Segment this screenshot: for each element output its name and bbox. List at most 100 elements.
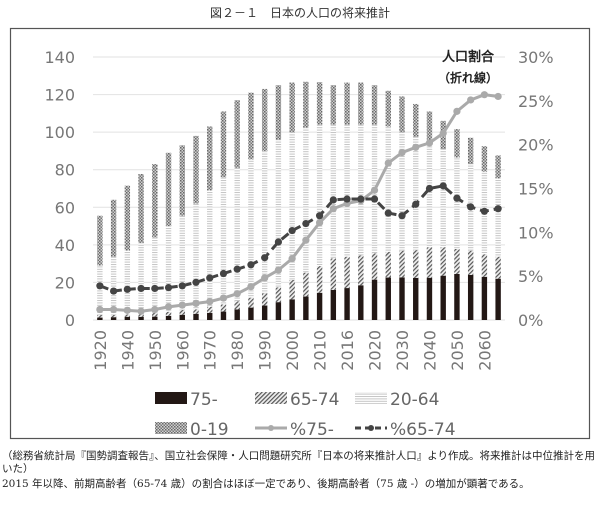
bar-6574 bbox=[303, 272, 309, 297]
bar-2064 bbox=[385, 126, 391, 252]
bar-6574 bbox=[440, 247, 446, 276]
bar-2064 bbox=[316, 124, 323, 267]
bar-75 bbox=[207, 312, 213, 320]
bar-019 bbox=[426, 111, 433, 142]
bar-019 bbox=[261, 88, 268, 151]
bar-6574 bbox=[371, 253, 378, 280]
bar-6574 bbox=[124, 314, 131, 317]
x-tick-label: 1960 bbox=[173, 330, 192, 371]
legend-swatch-6574 bbox=[255, 392, 287, 404]
y-tick-label: 60 bbox=[55, 198, 75, 217]
bar-019 bbox=[138, 174, 144, 243]
bar-019 bbox=[481, 146, 488, 172]
point-pct6574 bbox=[206, 274, 214, 282]
source-note: （総務省統計局『国勢調査報告』、国立社会保障・人口問題研究所『日本の将来推計人口… bbox=[2, 450, 596, 475]
bar-019 bbox=[303, 81, 309, 128]
y2-tick-label: 30% bbox=[518, 48, 554, 67]
point-pct75 bbox=[398, 148, 406, 157]
bar-6574 bbox=[207, 306, 213, 313]
bar-2064 bbox=[261, 150, 268, 294]
bar-6574 bbox=[179, 310, 185, 315]
point-pct75 bbox=[467, 96, 475, 104]
bar-75 bbox=[138, 316, 144, 320]
bar-6574 bbox=[234, 301, 240, 310]
point-pct75 bbox=[96, 305, 104, 314]
point-pct75 bbox=[494, 92, 502, 101]
bar-6574 bbox=[385, 251, 391, 278]
y-tick-label: 80 bbox=[55, 161, 75, 180]
point-pct75 bbox=[370, 186, 379, 194]
x-tick-label: 1990 bbox=[256, 330, 275, 371]
bar-6574 bbox=[138, 313, 144, 317]
bar-6574 bbox=[220, 304, 227, 312]
point-pct6574 bbox=[494, 205, 502, 213]
bar-75 bbox=[275, 302, 282, 320]
bar-6574 bbox=[330, 258, 337, 290]
point-pct75 bbox=[439, 129, 447, 137]
bar-019 bbox=[330, 85, 337, 125]
legend-label-pct75: %75- bbox=[290, 420, 334, 440]
x-tick-label: 1920 bbox=[91, 330, 110, 371]
bar-6574 bbox=[358, 255, 364, 286]
y2-tick-label: 20% bbox=[518, 136, 554, 155]
bar-019 bbox=[413, 103, 419, 137]
bar-75 bbox=[385, 277, 391, 320]
bar-019 bbox=[152, 164, 158, 238]
point-pct75 bbox=[164, 303, 173, 311]
bar-6574 bbox=[152, 312, 158, 317]
x-tick-label: 2016 bbox=[338, 330, 357, 371]
legend-swatch-75 bbox=[155, 392, 187, 404]
point-pct6574 bbox=[164, 283, 173, 292]
y2-tick-label: 10% bbox=[518, 223, 554, 242]
point-pct75 bbox=[329, 205, 337, 213]
bar-75 bbox=[495, 278, 501, 320]
population-chart: 0204060801001201400%5%10%15%20%25%30%192… bbox=[9, 27, 591, 440]
y-tick-label: 0 bbox=[65, 311, 75, 330]
bar-019 bbox=[344, 82, 350, 125]
bar-2064 bbox=[413, 136, 419, 251]
point-pct6574 bbox=[384, 209, 392, 217]
point-pct6574 bbox=[110, 287, 118, 295]
point-pct6574 bbox=[274, 238, 282, 246]
bar-2064 bbox=[165, 226, 172, 312]
bar-6574 bbox=[110, 314, 117, 318]
y2-tick-label: 25% bbox=[518, 92, 554, 111]
legend-marker-pct75 bbox=[268, 425, 274, 431]
bar-75 bbox=[261, 305, 268, 320]
point-pct75 bbox=[274, 266, 282, 274]
point-pct6574 bbox=[480, 207, 488, 215]
bar-6574 bbox=[399, 250, 405, 278]
bar-019 bbox=[124, 185, 131, 251]
bar-75 bbox=[454, 273, 460, 320]
line-pct6574 bbox=[99, 184, 499, 293]
bar-2064 bbox=[97, 265, 103, 315]
bar-019 bbox=[358, 82, 364, 125]
bar-6574 bbox=[97, 314, 103, 318]
y2-tick-label: 5% bbox=[518, 267, 543, 286]
bar-6574 bbox=[413, 250, 419, 278]
bar-2064 bbox=[138, 242, 144, 314]
bar-2064 bbox=[303, 127, 309, 273]
point-pct75 bbox=[425, 139, 434, 147]
bar-75 bbox=[426, 277, 433, 320]
figure-title: 図２－１ 日本の人口の将来推計 bbox=[209, 6, 390, 20]
point-pct6574 bbox=[302, 219, 310, 228]
point-pct75 bbox=[110, 305, 118, 314]
y-tick-label: 140 bbox=[44, 48, 75, 67]
bar-75 bbox=[248, 307, 254, 320]
bar-6574 bbox=[495, 256, 501, 279]
x-tick-label: 2030 bbox=[393, 330, 412, 371]
bar-019 bbox=[385, 90, 391, 127]
point-pct6574 bbox=[178, 282, 186, 290]
y-tick-label: 40 bbox=[55, 236, 75, 255]
x-tick-label: 1950 bbox=[146, 330, 165, 371]
bar-75 bbox=[152, 316, 158, 320]
bar-75 bbox=[193, 313, 199, 320]
x-tick-label: 2020 bbox=[366, 330, 385, 371]
annotation-title: 人口割合 bbox=[442, 49, 495, 65]
bar-6574 bbox=[261, 293, 268, 306]
bar-019 bbox=[316, 82, 323, 125]
bar-6574 bbox=[316, 266, 323, 293]
point-pct6574 bbox=[316, 212, 324, 220]
bar-2064 bbox=[207, 190, 213, 307]
